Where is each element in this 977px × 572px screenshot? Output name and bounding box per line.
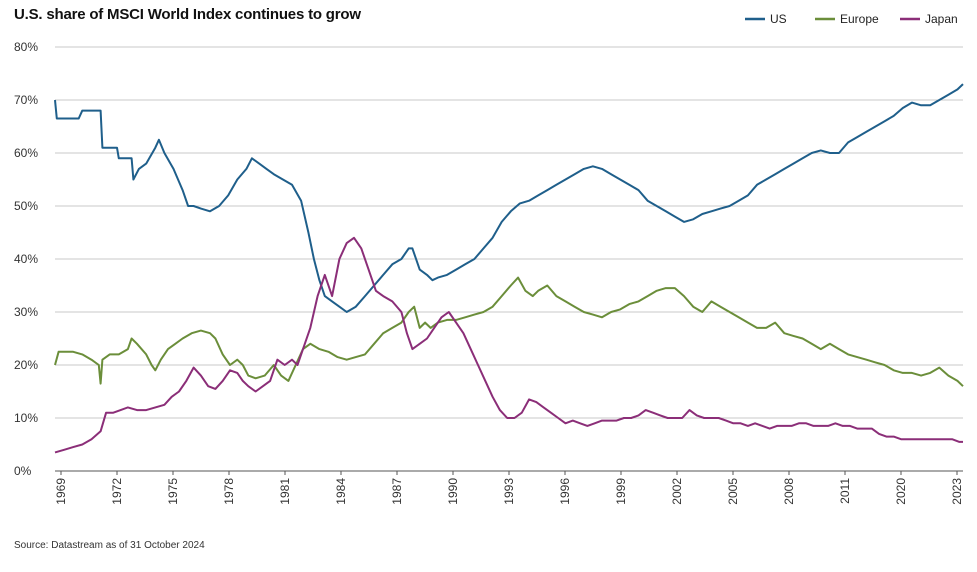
series-line-japan [54,236,963,454]
y-tick-label: 20% [14,358,38,372]
y-tick-label: 40% [14,252,38,266]
y-tick-label: 50% [14,199,38,213]
x-tick-label: 1993 [502,478,516,505]
x-tick-label: 2008 [782,478,796,505]
source-note: Source: Datastream as of 31 October 2024 [14,540,205,551]
y-tick-label: 60% [14,146,38,160]
x-tick-label: 1990 [446,478,460,505]
legend-label-japan: Japan [925,12,958,26]
y-tick-label: 30% [14,305,38,319]
x-tick-label: 2005 [726,478,740,505]
y-tick-label: 0% [14,464,32,478]
x-tick-label: 1972 [110,478,124,505]
series-line-europe [54,276,964,387]
x-tick-label: 1978 [222,478,236,505]
x-tick-label: 1999 [614,478,628,505]
legend-label-europe: Europe [840,12,879,26]
y-tick-label: 80% [14,40,38,54]
y-tick-label: 70% [14,93,38,107]
x-tick-label: 2011 [838,478,852,504]
y-tick-label: 10% [14,411,38,425]
x-tick-label: 1984 [334,478,348,505]
x-tick-label: 1987 [390,478,404,505]
x-tick-label: 1975 [166,478,180,505]
x-tick-label: 2020 [894,478,908,505]
x-tick-label: 2002 [670,478,684,505]
x-tick-label: 1981 [278,478,292,505]
chart-title: U.S. share of MSCI World Index continues… [14,6,361,23]
legend-label-us: US [770,12,787,26]
x-tick-label: 2023 [950,478,964,505]
x-tick-label: 1996 [558,478,572,505]
x-tick-label: 1969 [54,478,68,505]
series-line-us [54,83,964,313]
